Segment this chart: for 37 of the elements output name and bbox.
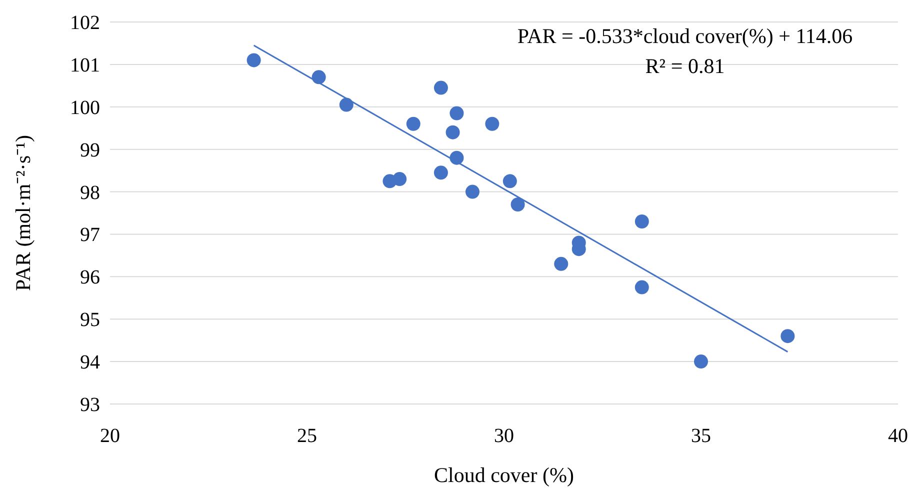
y-tick-label: 96: [80, 266, 100, 289]
point: [694, 354, 708, 369]
x-tick-label: 35: [691, 425, 711, 447]
point: [634, 280, 649, 294]
point: [339, 98, 354, 112]
point: [446, 125, 460, 140]
point: [392, 172, 407, 186]
y-tick-label: 98: [80, 182, 100, 204]
annotation: R² = 0.81: [645, 54, 725, 78]
annotation: PAR = -0.533*cloud cover(%) + 114.06: [517, 24, 853, 48]
y-tick-label: 99: [80, 139, 100, 162]
point: [450, 106, 464, 120]
point: [312, 70, 326, 84]
point: [634, 214, 649, 228]
x-tick-label: 25: [297, 425, 317, 447]
y-tick-label: 100: [70, 96, 100, 119]
point: [246, 53, 261, 68]
point: [780, 329, 795, 344]
x-tick-label: 40: [888, 425, 908, 447]
point: [434, 80, 448, 95]
point: [485, 116, 500, 131]
y-tick-label: 97: [80, 224, 100, 246]
y-axis-title: PAR (mol·m⁻²·s⁻¹): [11, 135, 35, 291]
point: [502, 174, 517, 188]
y-tick-label: 94: [80, 352, 100, 374]
x-tick-label: 30: [494, 425, 514, 447]
point: [465, 184, 480, 199]
x-axis-title: Cloud cover (%): [434, 463, 574, 487]
point: [434, 166, 448, 180]
point: [510, 198, 525, 212]
y-tick-label: 93: [80, 394, 100, 416]
x-tick-label: 20: [100, 425, 120, 447]
point: [554, 256, 568, 271]
y-tick-label: 102: [70, 12, 100, 34]
point: [406, 116, 420, 131]
y-tick-label: 95: [80, 309, 100, 332]
y-tick-label: 101: [70, 54, 100, 76]
